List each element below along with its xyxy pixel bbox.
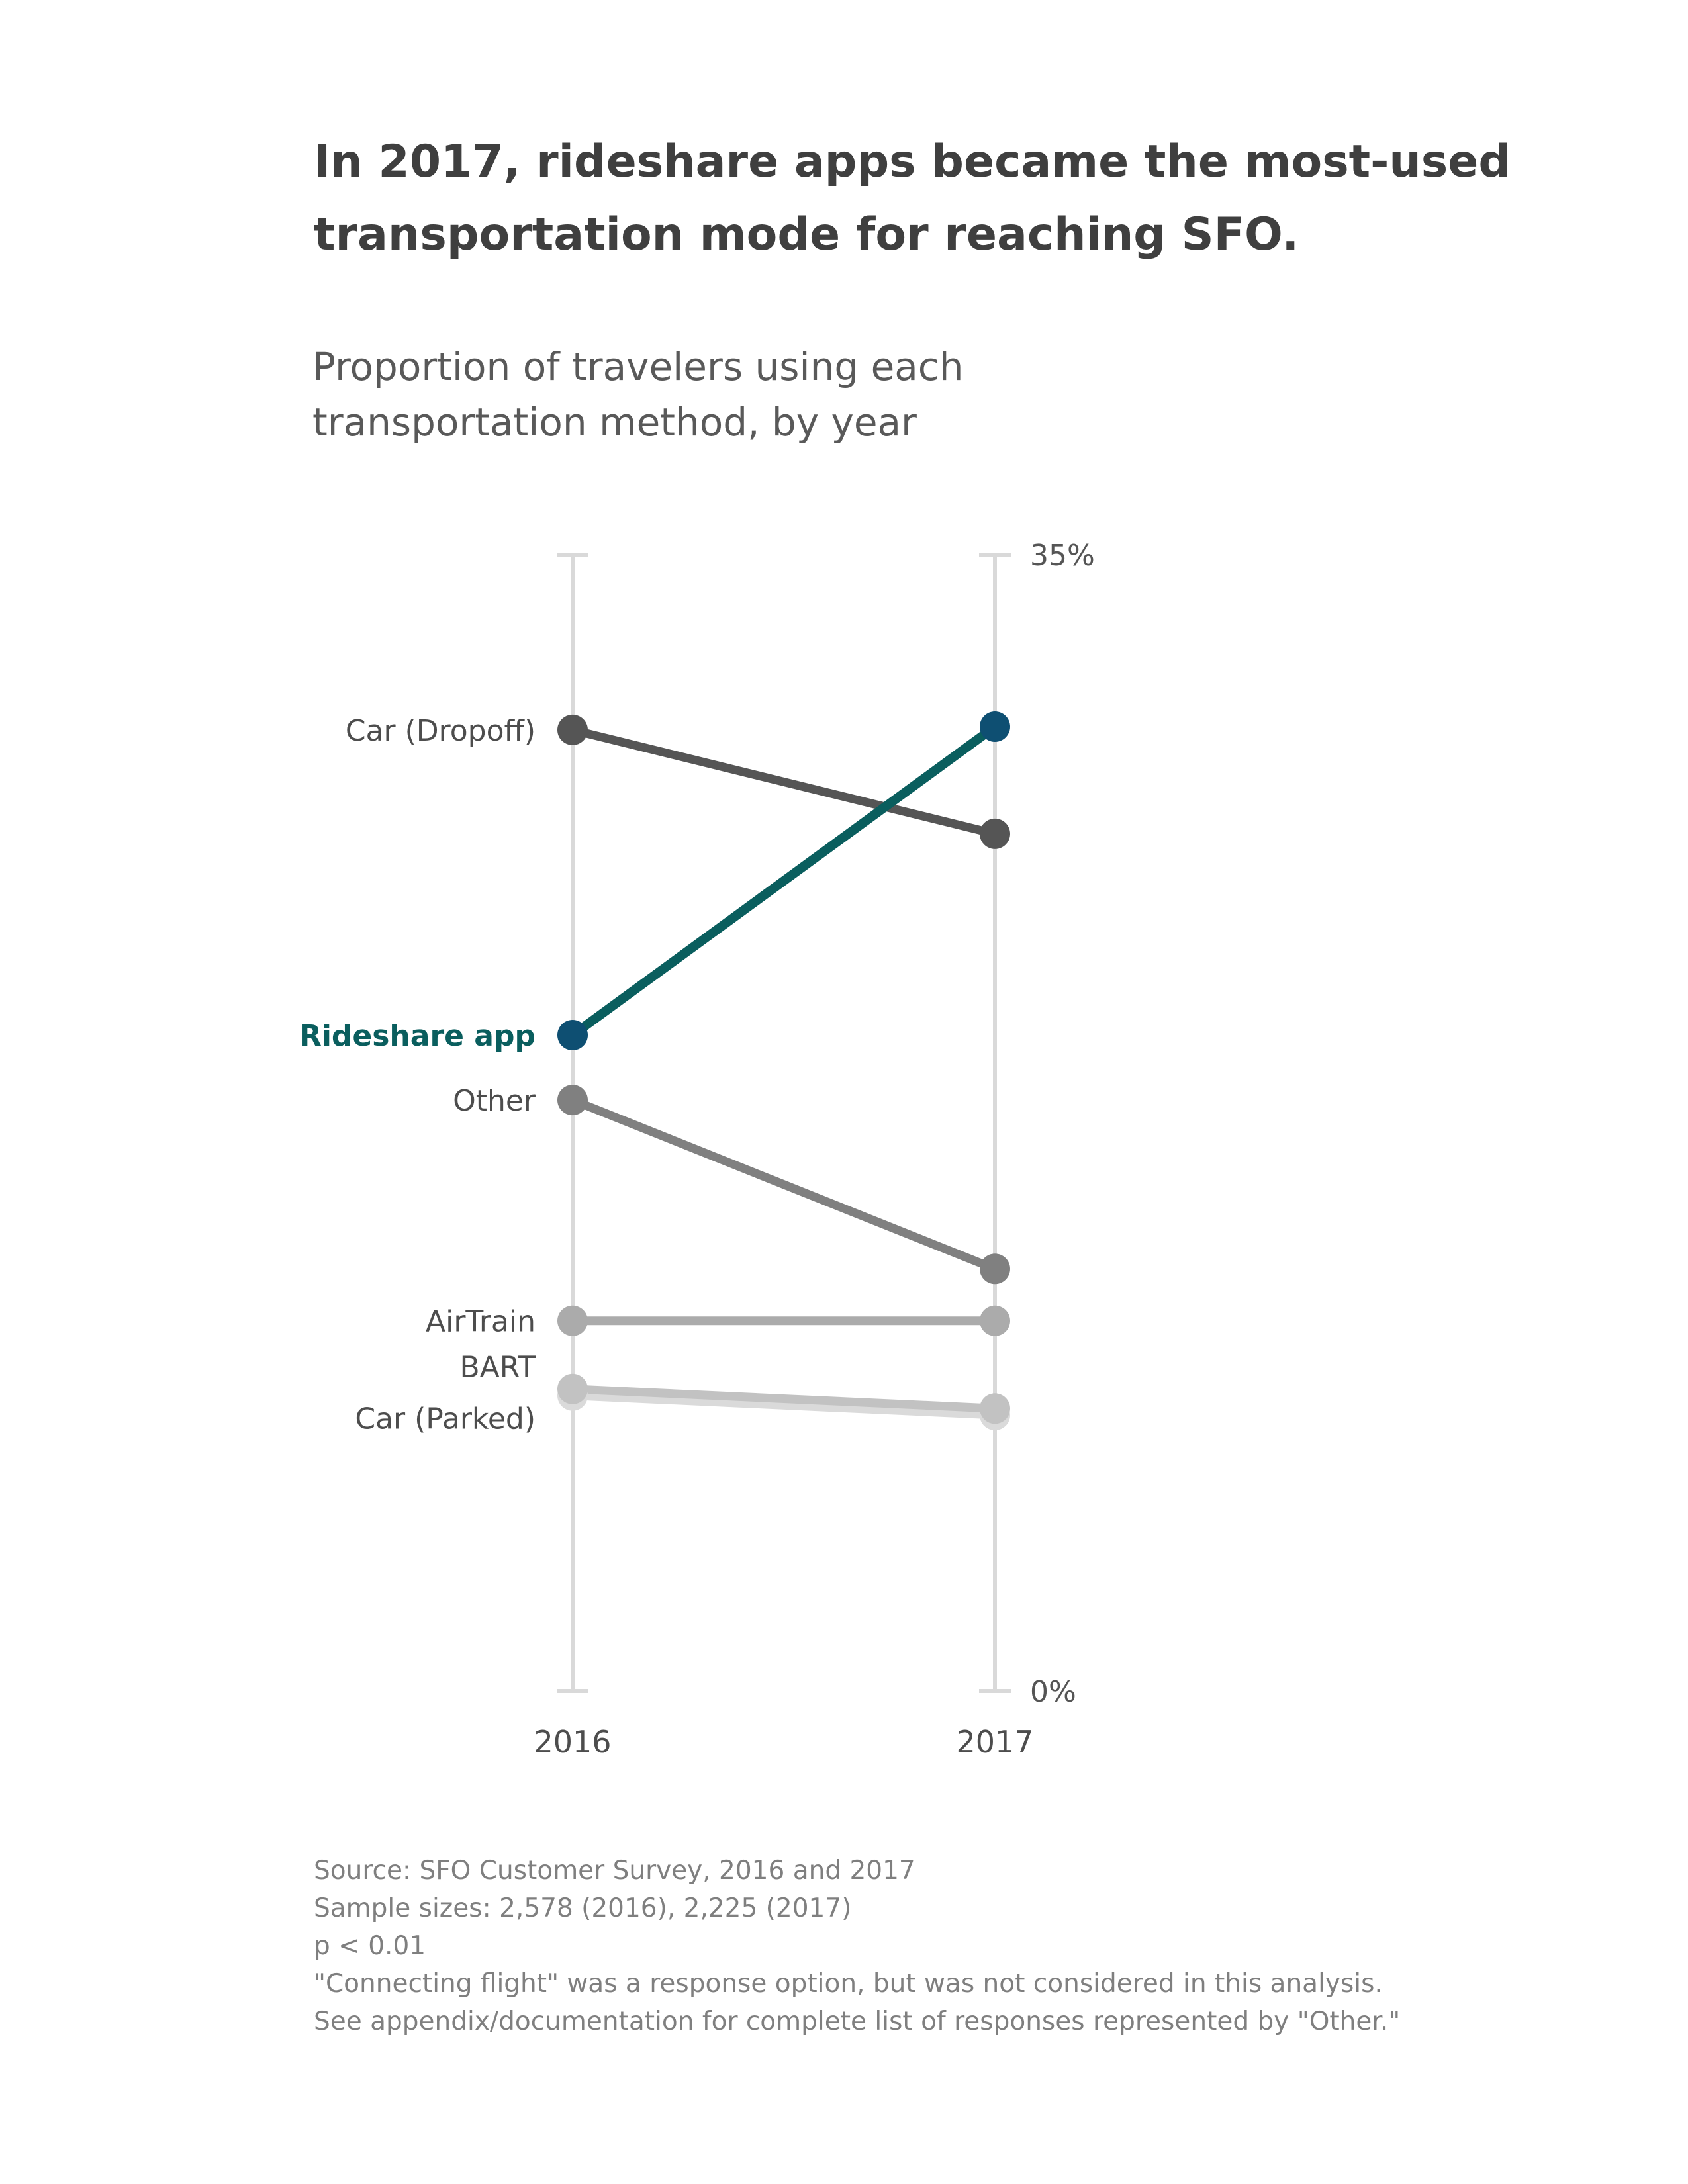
series-line-car-dropoff [568, 725, 1000, 839]
footnote-source: Source: SFO Customer Survey, 2016 and 20… [314, 1856, 915, 1886]
y-tick-label-min: 0% [1030, 1675, 1076, 1709]
point-airtrain-2017 [980, 1305, 1010, 1336]
point-car-dropoff-2017 [980, 818, 1010, 849]
footnote-connecting-flight: "Connecting flight" was a response optio… [314, 1969, 1383, 1999]
point-rideshare-app-2017 [980, 711, 1010, 743]
series-line-car-parked [568, 1391, 1000, 1420]
series-line-bart [568, 1385, 1000, 1413]
series-label-airtrain: AirTrain [426, 1305, 536, 1339]
series-label-car-dropoff: Car (Dropoff) [346, 714, 536, 748]
series-label-bart: BART [459, 1351, 536, 1385]
series-label-rideshare-app: Rideshare app [299, 1019, 536, 1053]
series-label-other: Other [453, 1084, 536, 1118]
series-line-rideshare-app [568, 722, 1000, 1040]
footnote-sample-sizes: Sample sizes: 2,578 (2016), 2,225 (2017) [314, 1893, 852, 1923]
point-airtrain-2016 [557, 1305, 588, 1336]
point-bart-2016 [557, 1373, 588, 1404]
point-rideshare-app-2016 [557, 1020, 588, 1051]
series-label-car-parked: Car (Parked) [355, 1402, 536, 1436]
footnote-p-value: p < 0.01 [314, 1931, 426, 1961]
point-other-2017 [980, 1253, 1010, 1285]
point-car-dropoff-2016 [557, 714, 588, 745]
point-other-2016 [557, 1085, 588, 1116]
x-tick-label-2016: 2016 [534, 1724, 611, 1760]
point-bart-2017 [980, 1393, 1010, 1424]
x-tick-label-2017: 2017 [956, 1724, 1033, 1760]
series-line-other [568, 1095, 1000, 1273]
chart-title: In 2017, rideshare apps became the most-… [314, 136, 1511, 261]
footnotes: Source: SFO Customer Survey, 2016 and 20… [314, 1852, 1571, 2040]
footnote-other-responses: See appendix/documentation for complete … [314, 2007, 1401, 2036]
y-tick-label-max: 35% [1030, 539, 1095, 572]
chart-subtitle: Proportion of travelers using each trans… [312, 344, 964, 445]
